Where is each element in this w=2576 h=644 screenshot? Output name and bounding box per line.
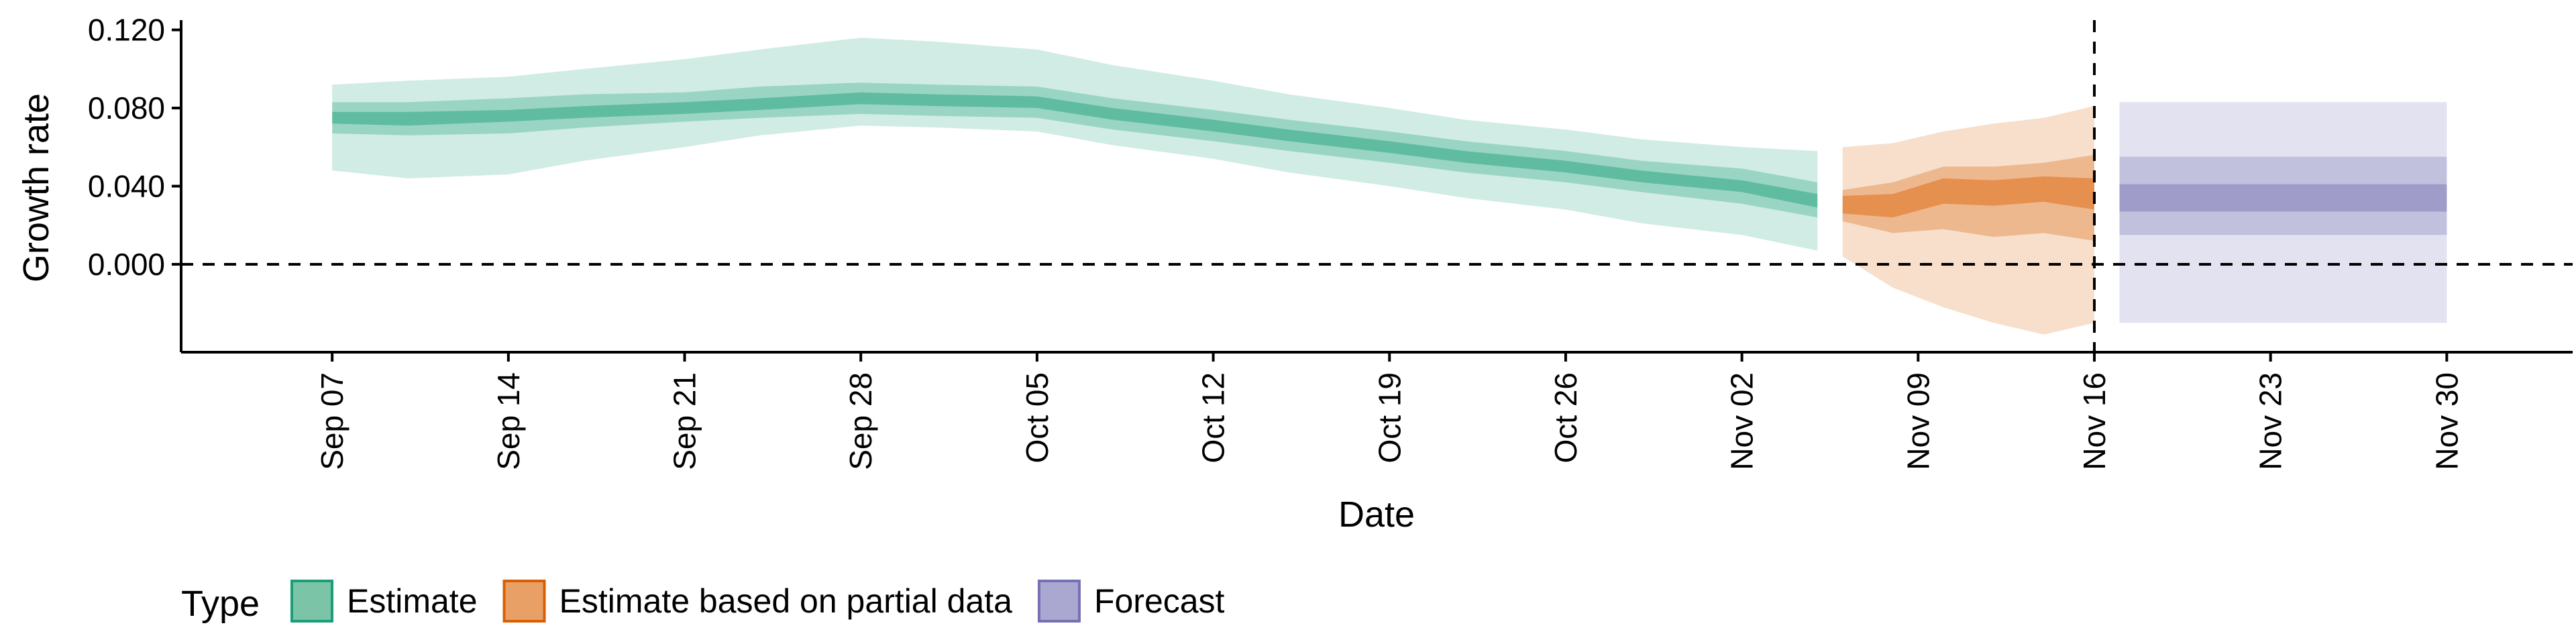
x-tick-label: Oct 19 — [1372, 372, 1407, 464]
axes — [172, 20, 2573, 362]
plot-bands — [332, 38, 2447, 335]
x-tick-label: Sep 21 — [667, 372, 702, 470]
x-tick-label: Nov 16 — [2077, 372, 2112, 470]
estimate-based-on-partial-data-middle-band — [1842, 154, 2094, 241]
legend: Type Estimate Estimate based on partial d… — [181, 580, 1225, 624]
x-tick-label: Nov 09 — [1900, 372, 1935, 470]
x-tick-label: Oct 26 — [1548, 372, 1583, 464]
estimate-middle-band — [332, 83, 1818, 218]
x-axis-title: Date — [1338, 494, 1415, 535]
legend-label-estimate-based-on-partial-data: Estimate based on partial data — [559, 582, 1013, 620]
x-tick-label: Sep 14 — [491, 372, 526, 470]
legend-key-estimate-based-on-partial-data — [502, 580, 546, 623]
forecast-inner-band — [2119, 184, 2447, 212]
x-tick-label: Sep 07 — [315, 372, 350, 470]
x-tick-label: Oct 12 — [1196, 372, 1231, 464]
y-tick-label: 0.120 — [88, 13, 165, 48]
estimate-based-on-partial-data-outer-band — [1842, 106, 2094, 335]
estimate-outer-band — [332, 38, 1818, 251]
legend-key-forecast — [1037, 580, 1081, 623]
x-tick-label: Nov 02 — [1725, 372, 1760, 470]
x-tick-label: Nov 23 — [2253, 372, 2288, 470]
y-tick-label: 0.080 — [88, 91, 165, 125]
legend-title: Type — [181, 584, 260, 624]
y-axis-title: Growth rate — [16, 93, 56, 282]
estimate-based-on-partial-data-inner-band — [1842, 176, 2094, 218]
legend-label-estimate: Estimate — [347, 582, 478, 620]
legend-key-estimate — [290, 580, 333, 623]
x-tick-label: Oct 05 — [1020, 372, 1055, 464]
tick-labels: 0.000 0.040 0.080 0.120 Sep 07 Sep 14 Sep 21 Se… — [88, 13, 2464, 470]
y-tick-label: 0.040 — [88, 169, 165, 204]
forecast-middle-band — [2119, 156, 2447, 235]
forecast-outer-band — [2119, 102, 2447, 323]
x-tick-label: Sep 28 — [843, 372, 878, 470]
y-tick-label: 0.000 — [88, 247, 165, 282]
legend-label-forecast: Forecast — [1094, 582, 1225, 620]
x-tick-label: Nov 30 — [2429, 372, 2464, 470]
